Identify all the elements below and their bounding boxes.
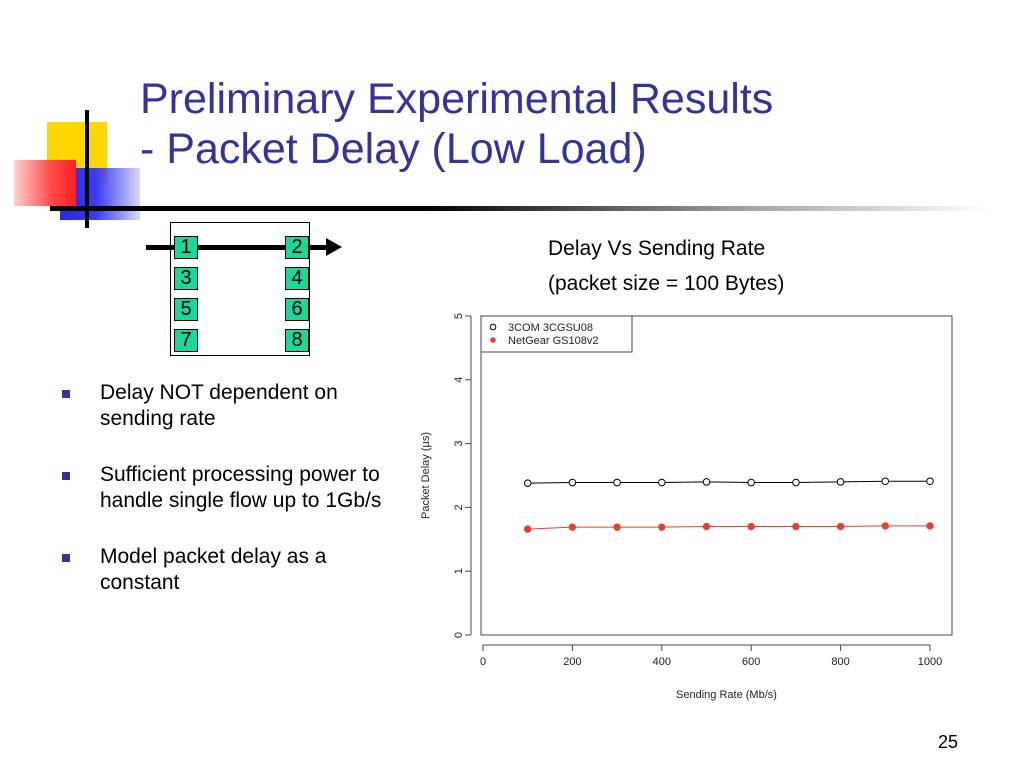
y-tick-label: 1 (453, 568, 465, 574)
y-axis-label: Packet Delay (µs) (420, 432, 432, 519)
data-point (881, 522, 889, 530)
x-axis-label: Sending Rate (Mb/s) (676, 689, 777, 701)
legend-label: 3COM 3CGSU08 (508, 322, 593, 334)
bullet-list: Delay NOT dependent on sending rate Suff… (62, 380, 402, 626)
data-point (926, 477, 934, 486)
data-point (702, 522, 711, 531)
data-point (658, 523, 666, 531)
legend-marker (490, 337, 496, 343)
bullet-item: Delay NOT dependent on sending rate (62, 380, 402, 432)
bullet-square-icon (62, 472, 70, 480)
x-tick-label: 1000 (918, 656, 942, 668)
data-point (568, 478, 577, 487)
legend-label: NetGear GS108v2 (508, 335, 599, 347)
data-point (524, 525, 532, 533)
x-tick-label: 800 (831, 656, 849, 668)
bullet-text: Delay NOT dependent on sending rate (100, 381, 338, 430)
series-line (527, 525, 930, 530)
y-tick-label: 2 (453, 504, 465, 510)
y-tick-label: 0 (453, 632, 465, 638)
x-tick-label: 400 (653, 656, 671, 668)
port-1: 1 (174, 236, 198, 259)
bullet-square-icon (62, 390, 70, 398)
x-tick-label: 600 (742, 656, 760, 668)
data-point (747, 478, 756, 487)
data-point (613, 478, 621, 487)
x-tick-label: 0 (480, 656, 486, 668)
data-point (881, 477, 890, 486)
data-point (702, 478, 711, 486)
packet-delay-chart: 0 200 400 600 800 1000 Sending Rate (Mb/s) 0 1 2 3… (420, 313, 953, 701)
legend-box (480, 315, 633, 353)
data-point (836, 522, 845, 531)
y-tick-label: 5 (453, 313, 465, 319)
y-tick-label: 3 (453, 441, 465, 447)
bullet-square-icon (62, 554, 70, 562)
title-line-2: - Packet Delay (Low Load) (140, 125, 647, 173)
port-4: 4 (285, 267, 309, 290)
legend-marker (489, 323, 497, 331)
page-number: 25 (938, 732, 959, 752)
bullet-item: Model packet delay as a constant (62, 544, 402, 596)
chart-heading-line-2: (packet size = 100 Bytes) (548, 272, 785, 295)
flow-arrow-head (326, 238, 342, 256)
port-8: 8 (285, 329, 309, 352)
plot-frame (480, 315, 953, 636)
data-point (836, 478, 845, 486)
y-tick-label: 4 (453, 377, 465, 383)
decor-vertical-line (85, 110, 89, 228)
port-2: 2 (285, 236, 309, 259)
port-7: 7 (174, 329, 198, 352)
switch-outline (170, 222, 310, 356)
data-point (926, 522, 934, 530)
bullet-text: Model packet delay as a constant (100, 545, 327, 594)
data-point (747, 522, 755, 531)
bullet-item: Sufficient processing power to handle si… (62, 462, 402, 514)
x-tick-label: 200 (563, 656, 581, 668)
bullet-text: Sufficient processing power to handle si… (100, 463, 382, 512)
series-line (527, 480, 930, 484)
data-point (792, 522, 800, 531)
title-underline (50, 206, 990, 211)
title-line-1: Preliminary Experimental Results (140, 75, 774, 123)
data-point (792, 478, 800, 487)
port-5: 5 (174, 298, 198, 321)
data-point (657, 478, 666, 487)
chart-heading-line-1: Delay Vs Sending Rate (548, 237, 766, 260)
decor-red-square (14, 160, 76, 206)
flow-arrow-shaft (146, 245, 328, 250)
slide-title: Preliminary Experimental Results - Packe… (140, 74, 773, 174)
port-6: 6 (285, 298, 309, 321)
data-point (568, 523, 577, 531)
data-point (613, 523, 621, 531)
port-3: 3 (174, 267, 198, 290)
data-point (523, 479, 532, 487)
